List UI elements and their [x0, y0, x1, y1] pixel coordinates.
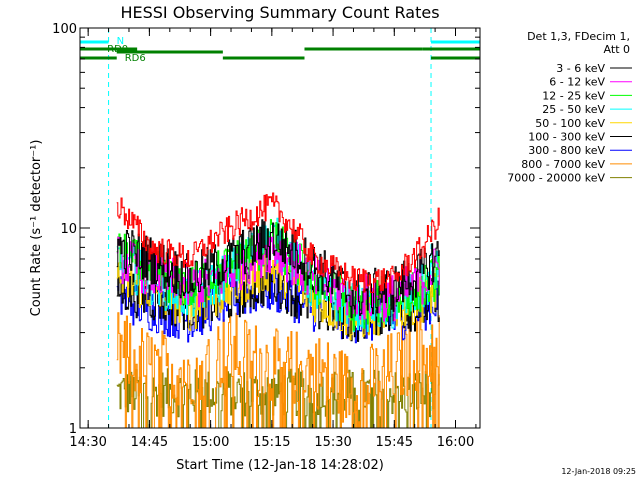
x-tick-label: 15:00: [192, 435, 229, 450]
x-tick-label: 15:45: [376, 435, 413, 450]
legend-entry-label: 12 - 25 keV: [542, 89, 605, 102]
legend-entry-label: 25 - 50 keV: [542, 103, 605, 116]
series-layer: [116, 192, 440, 429]
series-line-4: [116, 217, 440, 333]
chart-title: HESSI Observing Summary Count Rates: [120, 3, 439, 22]
legend-entry-label: 100 - 300 keV: [528, 131, 605, 144]
legend-entry-label: 50 - 100 keV: [535, 117, 605, 130]
legend-title-line: Att 0: [604, 43, 630, 56]
legend-entry-label: 800 - 7000 keV: [521, 158, 605, 171]
y-axis: 1 10 100: [52, 22, 480, 437]
legend-entry-label: 6 - 12 keV: [549, 76, 605, 89]
x-tick-label: 15:30: [314, 435, 351, 450]
x-tick-label: 16:00: [437, 435, 474, 450]
night-label: N: [117, 36, 124, 47]
x-tick-label: 14:30: [69, 435, 106, 450]
y-tick-label: 1: [69, 422, 77, 437]
legend-entry-label: 3 - 6 keV: [556, 62, 605, 75]
series-line-1: [116, 219, 440, 319]
x-tick-label: 15:15: [253, 435, 290, 450]
y-axis-label: Count Rate (s⁻¹ detector⁻¹): [29, 140, 44, 317]
rd0-label: RD0: [107, 44, 128, 55]
legend-entry-label: 300 - 800 keV: [528, 144, 605, 157]
x-axis: 14:30 14:45 15:00 15:15 15:30 15:45 16:00: [69, 28, 477, 450]
y-tick-label: 100: [52, 22, 77, 37]
series-line-10: [116, 192, 440, 294]
x-tick-label: 14:45: [131, 435, 168, 450]
x-axis-label: Start Time (12-Jan-18 14:28:02): [176, 458, 384, 473]
y-tick-label: 10: [60, 222, 77, 237]
footer-date: 12-Jan-2018 09:25: [561, 467, 636, 476]
legend-title-line: Det 1,3, FDecim 1,: [527, 30, 630, 43]
rd6-label: RD6: [125, 53, 146, 64]
legend-entry-label: 7000 - 20000 keV: [507, 172, 605, 185]
